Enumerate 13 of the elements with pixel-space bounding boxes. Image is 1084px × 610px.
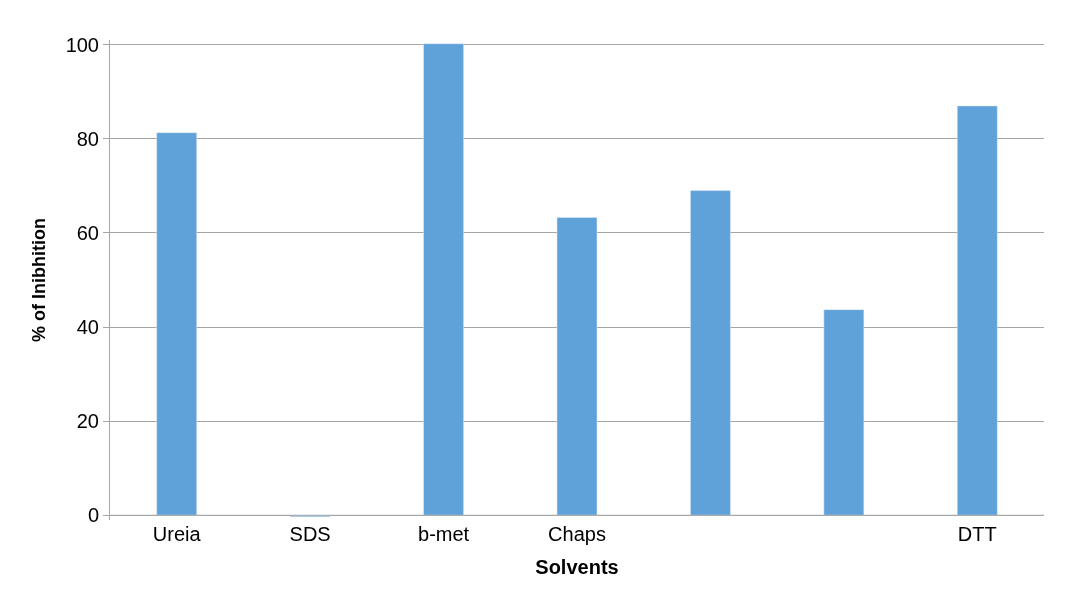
y-tick-label: 40 (76, 316, 99, 339)
x-tick-label: Ureia (152, 523, 202, 545)
y-tick-label: 60 (76, 221, 99, 244)
x-tick-label: SDS (289, 523, 331, 545)
y-tick-label: 100 (65, 33, 99, 56)
x-tick-label: b-met (418, 523, 470, 545)
x-axis-title: Solvents (535, 555, 619, 578)
y-tick-label: 20 (76, 410, 99, 433)
x-tick-label: DTT (957, 523, 997, 545)
y-tick-label: 80 (76, 127, 99, 150)
y-tick-label: 0 (87, 504, 99, 527)
y-axis-title: % of Inibhition (28, 218, 49, 342)
x-tick-label: Chaps (548, 523, 606, 545)
